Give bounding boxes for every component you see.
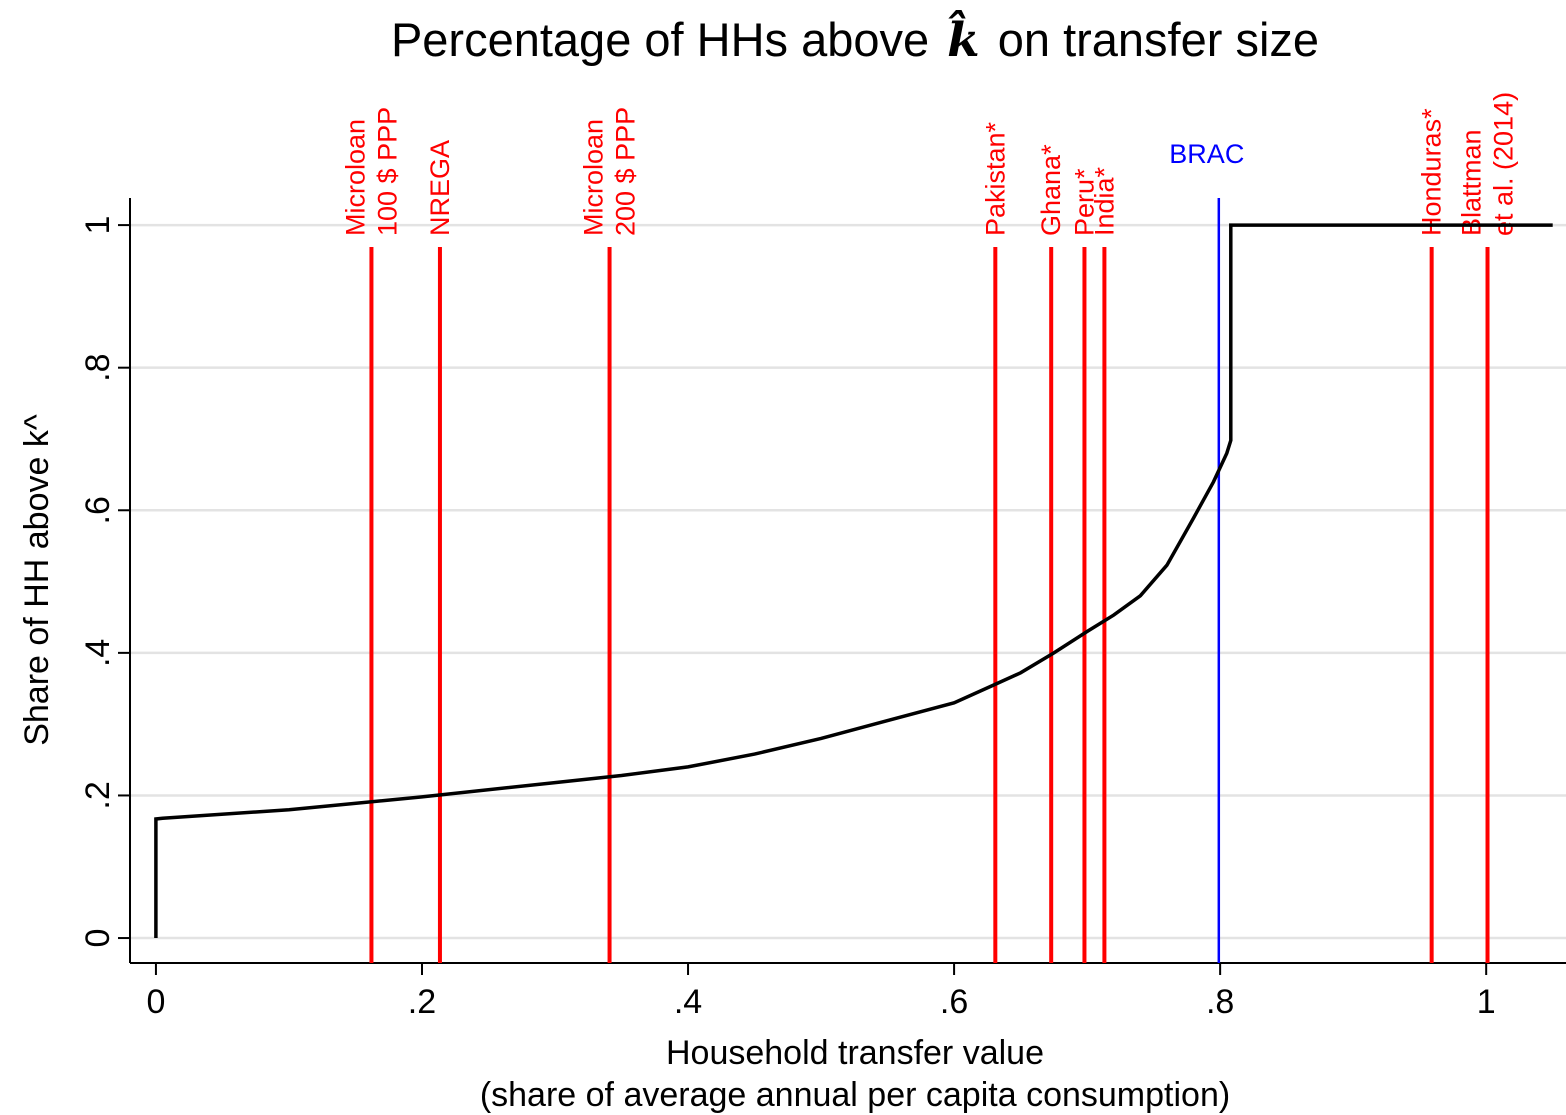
reference-label: Microloan bbox=[340, 119, 370, 236]
reference-label: 100 $ PPP bbox=[372, 107, 402, 236]
x-tick-label: 0 bbox=[146, 983, 165, 1021]
reference-label: Honduras* bbox=[1417, 108, 1447, 236]
reference-label: India* bbox=[1089, 166, 1119, 236]
y-tick-label: .8 bbox=[79, 354, 117, 382]
reference-label: et al. (2014) bbox=[1489, 92, 1519, 236]
x-axis-label: (share of average annual per capita cons… bbox=[480, 1076, 1230, 1114]
y-axis-label: Share of HH above k^ bbox=[18, 414, 56, 746]
y-tick-label: .2 bbox=[79, 781, 117, 809]
x-axis-label: Household transfer value bbox=[666, 1034, 1044, 1072]
y-tick-label: 1 bbox=[79, 216, 117, 235]
reference-label: Pakistan* bbox=[980, 121, 1010, 236]
x-tick-label: .8 bbox=[1206, 983, 1234, 1021]
title-part: on transfer size bbox=[998, 13, 1319, 66]
reference-label: 200 $ PPP bbox=[611, 107, 641, 236]
x-tick-label: .4 bbox=[674, 983, 702, 1021]
reference-label: Peru* bbox=[1069, 168, 1099, 236]
line bbox=[154, 223, 1553, 938]
title-symbol: k̂ bbox=[947, 9, 980, 68]
y-tick-label: .6 bbox=[79, 496, 117, 524]
y-tick-label: .4 bbox=[79, 639, 117, 667]
chart-title: Percentage of HHs above k̂ on transfer siz… bbox=[391, 9, 1319, 68]
title-part: Percentage of HHs above bbox=[391, 13, 929, 66]
x-tick-label: .6 bbox=[940, 983, 968, 1021]
reference-label: Microloan bbox=[579, 119, 609, 236]
y-tick-label: 0 bbox=[79, 929, 117, 948]
x-tick-label: 1 bbox=[1477, 983, 1496, 1021]
reference-label: BRAC bbox=[1169, 139, 1244, 169]
x-tick-label: .2 bbox=[408, 983, 436, 1021]
reference-label: Blattman bbox=[1457, 129, 1487, 236]
reference-label: Ghana* bbox=[1036, 144, 1066, 236]
reference-label: NREGA bbox=[425, 140, 455, 236]
